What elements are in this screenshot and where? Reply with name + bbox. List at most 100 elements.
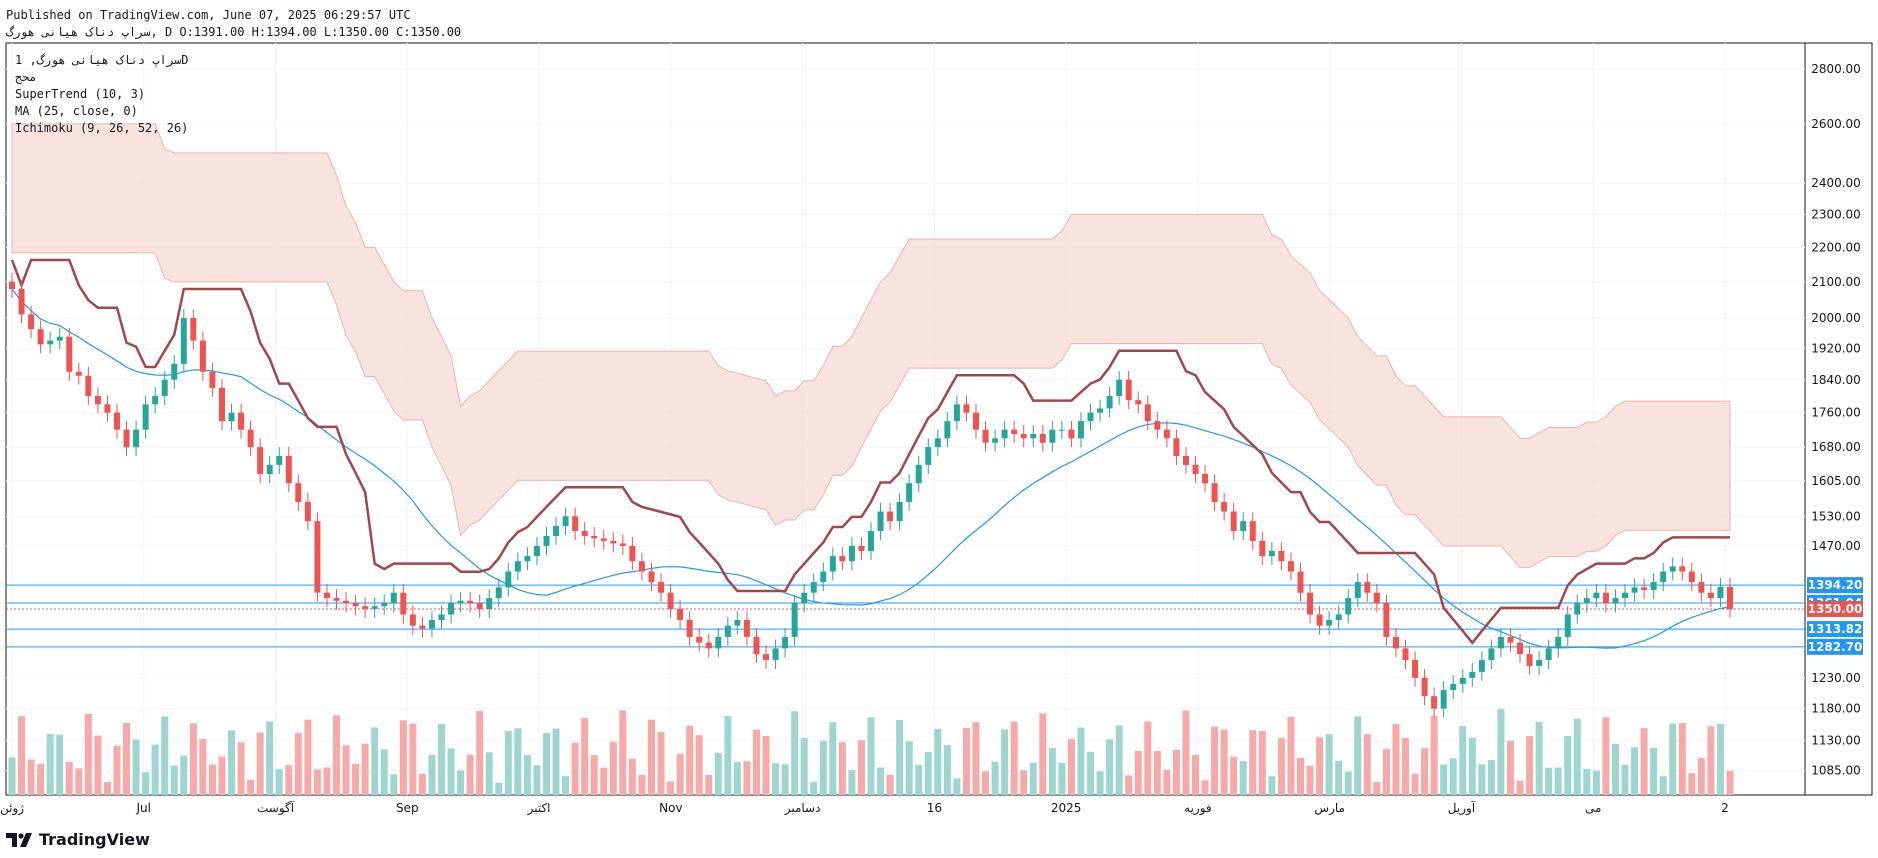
candle-body — [333, 598, 340, 601]
candle-body — [1058, 429, 1065, 431]
candle-body — [486, 598, 493, 609]
candle-body — [791, 603, 798, 637]
candle-body — [629, 545, 636, 562]
y-tick-label: 1605.00 — [1811, 474, 1861, 488]
volume-bar — [361, 743, 369, 795]
volume-bar — [1449, 758, 1457, 795]
candle-body — [724, 625, 731, 637]
volume-bar — [772, 763, 780, 795]
volume-bar — [161, 716, 169, 795]
price-label-box — [1807, 638, 1863, 655]
volume-bar — [476, 711, 484, 795]
legend-ma: MA (25, close, 0) — [15, 104, 138, 118]
candle-body — [438, 614, 445, 621]
volume-bar — [199, 738, 207, 795]
volume-bar — [18, 716, 26, 795]
candle-body — [1602, 592, 1609, 604]
volume-bar — [228, 730, 236, 795]
volume-bar — [1669, 723, 1677, 795]
volume-bar — [1249, 730, 1257, 795]
volume-bar — [1401, 737, 1409, 795]
volume-bar — [46, 733, 54, 795]
volume-bar — [686, 725, 694, 795]
volume-bar — [819, 740, 827, 795]
volume-bar — [1010, 721, 1018, 795]
legend-title: سراپ دناک هیانی هورگ, 1D — [15, 53, 189, 67]
volume-bar — [390, 774, 398, 795]
volume-bar — [676, 753, 684, 795]
candle-body — [18, 289, 25, 315]
price-label: 1394.20 — [1808, 578, 1863, 592]
candle-body — [1154, 421, 1161, 430]
candle-body — [581, 530, 588, 536]
y-tick-label: 2200.00 — [1811, 240, 1861, 254]
volume-bar — [1001, 729, 1009, 795]
candles — [9, 272, 1733, 718]
volume-bar — [1478, 764, 1486, 795]
candle-body — [276, 455, 283, 465]
volume-bar — [896, 720, 904, 795]
volume-bar — [1411, 773, 1419, 795]
candle-body — [1688, 571, 1695, 583]
y-tick-label: 1085.00 — [1811, 764, 1861, 778]
candle-body — [887, 511, 894, 522]
candle-body — [505, 571, 512, 588]
candle-body — [1593, 592, 1600, 599]
candle-body — [1144, 404, 1151, 422]
volume-bar — [1554, 767, 1562, 795]
candle-body — [1030, 433, 1037, 439]
candle-body — [1440, 690, 1447, 709]
candle-body — [209, 371, 216, 388]
price-label: 1313.82 — [1808, 622, 1863, 636]
volume-bar — [275, 769, 283, 795]
candle-body — [1545, 648, 1552, 661]
candle-body — [1097, 408, 1104, 413]
volume-bar — [1487, 760, 1495, 795]
candle-body — [868, 530, 874, 551]
candle-body — [1612, 598, 1619, 604]
candle-body — [1488, 648, 1495, 661]
volume-bar — [447, 748, 455, 795]
volume-bar — [123, 723, 131, 795]
candle-body — [66, 336, 73, 372]
volume-bar — [743, 761, 751, 795]
volume-bar — [75, 768, 83, 795]
candle-body — [925, 447, 932, 465]
candle-body — [1631, 587, 1638, 593]
volume-bar — [1344, 771, 1352, 795]
candle-body — [1268, 550, 1275, 557]
candle-body — [810, 582, 817, 593]
candle-body — [238, 412, 245, 430]
candle-body — [476, 603, 483, 609]
volume-bar — [867, 717, 875, 795]
volume-bar — [189, 723, 197, 795]
candle-body — [858, 545, 865, 551]
candle-body — [218, 387, 225, 422]
volume-bar — [1526, 736, 1534, 795]
volume-bar — [800, 738, 808, 795]
candle-body — [963, 404, 970, 413]
volume-bar — [56, 734, 64, 795]
volume-bar — [1058, 762, 1066, 795]
volume-bar — [752, 729, 760, 795]
candle-body — [104, 404, 111, 413]
volume-bar — [180, 755, 188, 795]
volume-bar — [877, 767, 885, 795]
y-tick-label: 2800.00 — [1811, 62, 1861, 76]
price-chart[interactable]: 2800.00 2600.00 2400.00 2300.00 2200.00 2100.… — [0, 0, 1878, 830]
candle-body — [1622, 592, 1629, 599]
candle-body — [9, 281, 15, 290]
volume-bar — [1287, 717, 1295, 795]
volume-bar — [810, 781, 818, 795]
tradingview-brand: TradingView — [6, 830, 150, 849]
candle-body — [944, 421, 951, 439]
volume-bar — [352, 763, 360, 795]
candle-body — [896, 501, 903, 522]
volume-bar — [962, 727, 970, 795]
candle-body — [1173, 438, 1180, 456]
volume-bar — [94, 735, 102, 795]
candle-body — [1135, 400, 1142, 405]
volume-bar — [982, 771, 990, 795]
price-label-box — [1807, 600, 1863, 617]
candle-body — [1259, 540, 1266, 557]
